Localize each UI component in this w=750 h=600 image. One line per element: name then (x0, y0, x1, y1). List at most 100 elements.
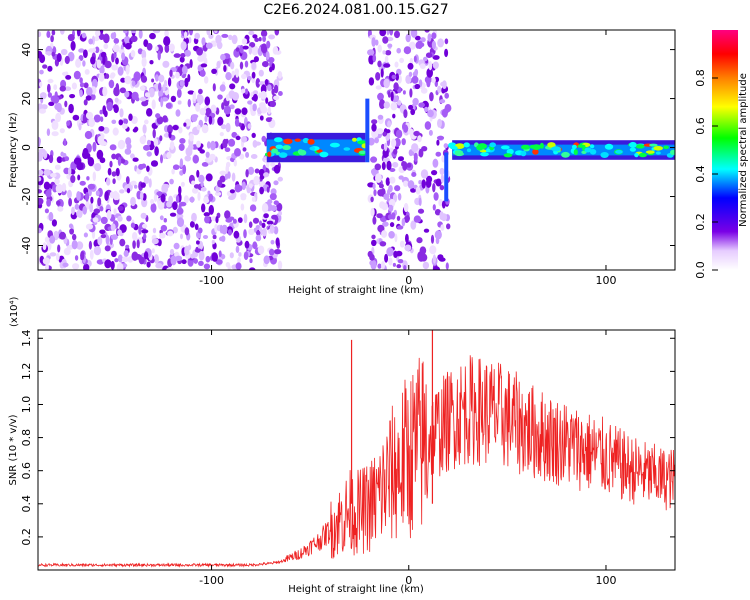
noise-speckle (204, 76, 209, 84)
noise-speckle (117, 254, 123, 263)
noise-speckle (43, 169, 51, 176)
colorbar-tick-label: 0.4 (694, 165, 707, 183)
noise-speckle (226, 161, 231, 168)
noise-speckle (100, 234, 107, 239)
noise-speckle (396, 215, 401, 221)
noise-speckle (82, 150, 89, 159)
noise-speckle (221, 102, 225, 110)
noise-speckle (197, 191, 201, 201)
noise-speckle (201, 37, 206, 46)
noise-speckle (433, 192, 439, 201)
noise-speckle (79, 77, 83, 84)
noise-speckle (151, 248, 155, 254)
noise-speckle (444, 38, 449, 45)
noise-speckle (93, 36, 100, 42)
noise-speckle (80, 251, 85, 261)
noise-speckle (140, 212, 147, 219)
noise-speckle (110, 32, 115, 40)
noise-speckle (396, 100, 402, 106)
noise-speckle (232, 218, 237, 224)
noise-speckle (382, 36, 389, 44)
noise-speckle (405, 215, 411, 222)
noise-speckle (159, 232, 166, 239)
noise-speckle (92, 171, 97, 182)
y-tick-label: 1.4 (20, 330, 33, 348)
noise-speckle (221, 224, 228, 235)
noise-speckle (241, 107, 248, 115)
noise-speckle (371, 169, 375, 175)
noise-speckle (373, 189, 377, 197)
noise-speckle (83, 263, 90, 270)
noise-speckle (103, 33, 110, 44)
noise-speckle (241, 38, 248, 45)
noise-speckle (157, 50, 161, 61)
noise-speckle (377, 60, 382, 68)
noise-speckle (168, 131, 172, 139)
noise-speckle (95, 190, 100, 197)
noise-speckle (375, 39, 379, 46)
noise-speckle (88, 117, 96, 128)
noise-speckle (388, 257, 393, 266)
noise-speckle (205, 255, 211, 263)
noise-speckle (251, 71, 256, 79)
noise-speckle (59, 231, 66, 240)
noise-speckle (76, 30, 81, 37)
noise-speckle (60, 151, 64, 157)
noise-speckle (167, 77, 172, 87)
noise-speckle (111, 64, 119, 71)
noise-speckle (144, 92, 151, 98)
noise-speckle (199, 149, 205, 154)
noise-speckle (164, 44, 170, 53)
noise-speckle (371, 234, 376, 240)
noise-speckle (277, 71, 283, 79)
noise-speckle (262, 61, 269, 68)
noise-speckle (64, 86, 72, 91)
noise-speckle (172, 201, 178, 211)
noise-speckle (155, 113, 161, 119)
colorbar-gradient (712, 30, 738, 270)
noise-speckle (130, 196, 136, 207)
noise-speckle (102, 126, 110, 134)
noise-speckle (146, 43, 153, 51)
noise-speckle (51, 30, 56, 36)
noise-speckle (256, 230, 261, 236)
signal-blob (267, 151, 272, 157)
noise-speckle (418, 102, 425, 108)
noise-speckle (395, 73, 399, 81)
signal-blob (283, 138, 293, 145)
noise-speckle (377, 114, 384, 120)
noise-speckle (148, 87, 155, 98)
y-tick-label: 0.2 (20, 528, 33, 546)
noise-speckle (163, 184, 170, 189)
noise-speckle (270, 239, 275, 245)
noise-speckle (143, 233, 147, 240)
spectrogram-frame (37, 29, 676, 271)
noise-speckle (395, 129, 403, 139)
noise-speckle (261, 227, 267, 237)
noise-speckle (142, 124, 147, 134)
noise-speckle (211, 239, 215, 245)
noise-speckle (414, 83, 421, 90)
noise-speckle (110, 234, 118, 240)
noise-speckle (47, 83, 51, 93)
noise-speckle (122, 256, 129, 263)
noise-speckle (382, 131, 387, 137)
noise-speckle (44, 236, 51, 243)
noise-speckle (126, 188, 131, 194)
noise-speckle (124, 75, 132, 85)
signal-blob (500, 145, 510, 150)
noise-speckle (403, 202, 409, 213)
noise-speckle (219, 170, 227, 176)
colorbar: 0.0 0.2 0.4 0.6 0.8 Normalized spectral ampl… (694, 30, 749, 279)
noise-speckle (261, 222, 266, 228)
noise-speckle (62, 262, 69, 268)
noise-speckle (425, 52, 433, 58)
noise-speckle (273, 164, 281, 174)
y-tick-label: 0 (20, 144, 33, 151)
y-tick-label: -40 (20, 237, 33, 255)
noise-speckle (181, 259, 187, 265)
noise-speckle (269, 205, 278, 212)
noise-speckle (428, 129, 433, 136)
noise-speckle (199, 107, 207, 116)
noise-speckle (271, 88, 275, 96)
